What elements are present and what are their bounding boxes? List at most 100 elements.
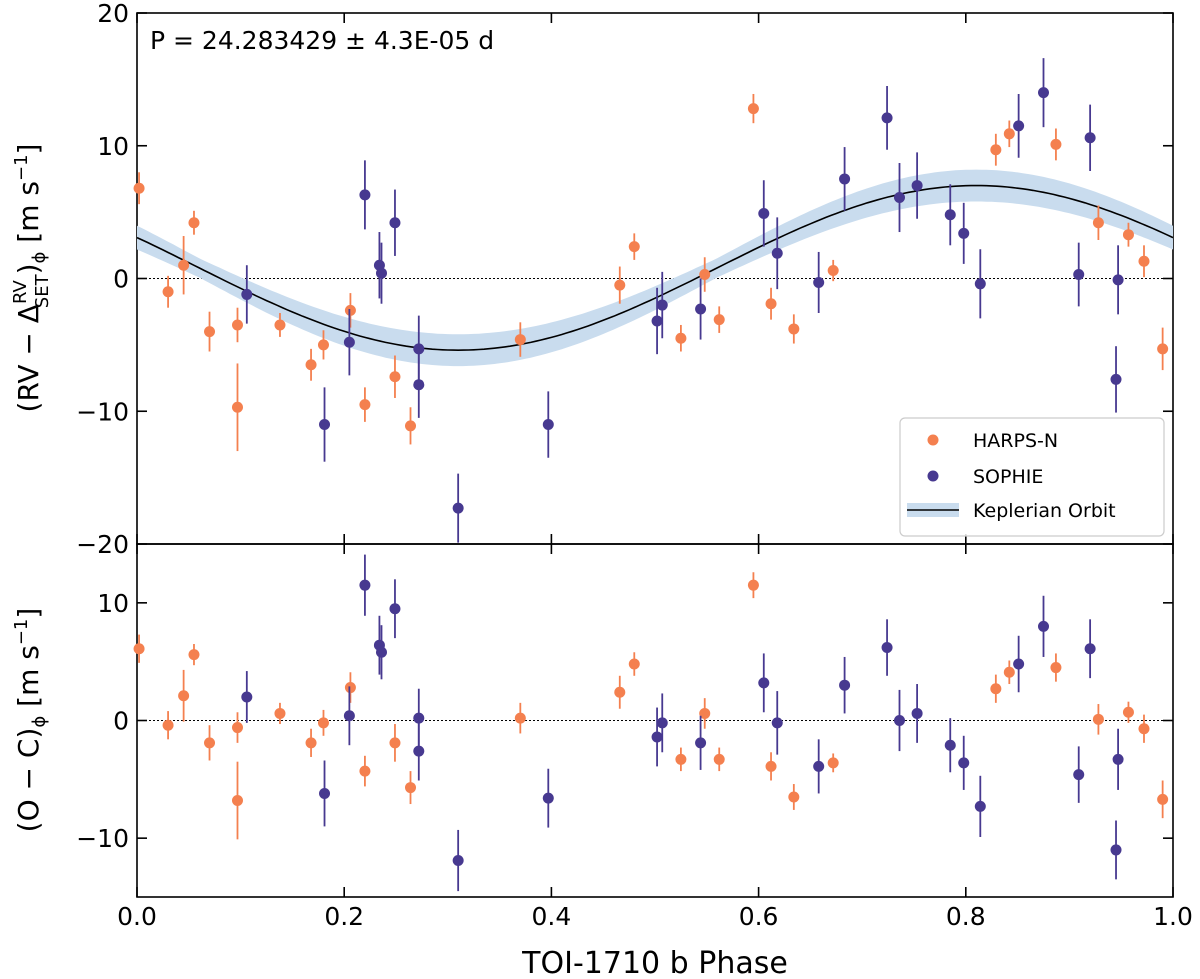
bottom-harps-point [765, 760, 777, 772]
period-annotation: P = 24.283429 ± 4.3E-05 d [150, 26, 494, 55]
bottom-harps-point [204, 737, 216, 749]
top-sophie-point [758, 207, 770, 219]
bottom-sophie-point [911, 707, 923, 719]
top-ylabel-units: [m s [12, 181, 45, 252]
bottom-harps-point [514, 712, 526, 724]
top-sophie-point [359, 189, 371, 201]
top-harps-point [162, 286, 174, 298]
top-ylabel-sub: SET [32, 273, 53, 308]
top-harps-point [1003, 128, 1015, 140]
keplerian-orbit-line [136, 184, 1174, 352]
bottom-harps-point [1122, 706, 1134, 718]
top-harps-point [514, 334, 526, 346]
bottom-sophie-point [695, 737, 707, 749]
bottom-harps-point [1157, 793, 1169, 805]
bottom-sophie-point [1110, 844, 1122, 856]
top-ylabel-close: ] [12, 144, 45, 155]
top-harps-point [713, 314, 725, 326]
bottom-harps-point [827, 757, 839, 769]
top-sophie-point [651, 315, 663, 327]
bottom-sophie-point [542, 792, 554, 804]
bottom-harps-point [699, 707, 711, 719]
top-harps-point [788, 323, 800, 335]
bottom-sophie-point [958, 757, 970, 769]
top-harps-point [178, 259, 190, 271]
bottom-harps-point [231, 722, 243, 734]
top-sophie-point [771, 247, 783, 259]
top-harps-point [1138, 255, 1150, 267]
bottom-sophie-point [839, 679, 851, 691]
top-sophie-point [656, 299, 668, 311]
bottom-sophie-point [758, 677, 770, 689]
top-harps-point [405, 420, 417, 432]
top-sophie-point [813, 276, 825, 288]
top-harps-point [827, 265, 839, 277]
bottom-harps-point [274, 707, 286, 719]
bottom-sophie-point [413, 712, 425, 724]
x-tick-label: 0.0 [117, 902, 157, 931]
bottom-harps-point [231, 795, 243, 807]
bottom-harps-point [305, 737, 317, 749]
top-ylabel-main: (RV − Δ [12, 304, 45, 412]
x-axis: 0.0 0.2 0.4 0.6 0.8 1.0 [117, 902, 1193, 931]
x-tick-label: 0.8 [946, 902, 986, 931]
top-harps-point [389, 371, 401, 383]
bottom-harps-point [788, 791, 800, 803]
top-harps-point [990, 144, 1002, 156]
top-sophie-point [911, 180, 923, 192]
bottom-sophie-point [1084, 643, 1096, 655]
bottom-sophie-point [389, 603, 401, 615]
bottom-harps-point [133, 643, 145, 655]
x-tick-label: 1.0 [1153, 902, 1193, 931]
bottom-sophie-point [881, 642, 893, 654]
top-harps-point [133, 182, 145, 194]
top-harps-point [675, 332, 687, 344]
top-harps-point [699, 269, 711, 281]
top-ytick-label: −20 [76, 530, 129, 559]
x-axis-title: TOI-1710 b Phase [521, 946, 788, 979]
top-harps-point [1157, 343, 1169, 355]
x-tick-label: 0.6 [739, 902, 779, 931]
top-sophie-point [1038, 87, 1049, 99]
top-harps-point [274, 319, 286, 331]
top-ylabel-sup: RV [10, 280, 31, 305]
top-ylabel-tail: ) [12, 263, 45, 274]
bottom-sophie-point [413, 745, 425, 757]
top-sophie-point [319, 419, 331, 431]
top-harps-point [204, 326, 216, 338]
bottom-panel: 10 0 −10 [76, 544, 1174, 897]
bottom-harps-point [344, 682, 356, 694]
top-panel: 20 10 0 −10 −20 [76, 0, 1174, 559]
legend-sophie-label: SOPHIE [973, 466, 1043, 488]
bottom-sophie-point [1013, 658, 1025, 670]
bottom-sophie-point [375, 646, 387, 658]
bottom-ylabel-main: (O − C) [12, 728, 45, 833]
top-sophie-point [1084, 132, 1096, 144]
bottom-sophie-point [771, 717, 783, 729]
x-tick-label: 0.4 [532, 902, 572, 931]
bottom-harps-point [747, 579, 759, 591]
bottom-ytick-label: 0 [113, 707, 129, 736]
top-harps-point [359, 399, 371, 411]
top-sophie-point [974, 278, 986, 290]
top-harps-point [231, 401, 243, 413]
bottom-sophie-point [974, 800, 986, 812]
bottom-harps-point [614, 686, 626, 698]
top-ylabel-phi: ϕ [29, 252, 50, 264]
top-ytick-label: 0 [113, 265, 129, 294]
top-harps-point [1122, 229, 1134, 241]
bottom-sophie-point [1112, 753, 1124, 765]
top-sophie-point [343, 336, 355, 348]
top-harps-point [231, 319, 243, 331]
bottom-y-axis-title: (O − C)ϕ [m s−1] [11, 608, 50, 833]
bottom-sophie-point [1073, 769, 1085, 781]
top-sophie-point [389, 217, 401, 229]
bottom-harps-point [990, 683, 1002, 695]
bottom-harps-point [1003, 666, 1015, 678]
top-harps-point [1092, 217, 1104, 229]
bottom-sophie-point [343, 710, 355, 722]
bottom-ytick-label: −10 [76, 824, 129, 853]
bottom-sophie-point [241, 691, 253, 703]
bottom-harps-point [713, 753, 725, 765]
